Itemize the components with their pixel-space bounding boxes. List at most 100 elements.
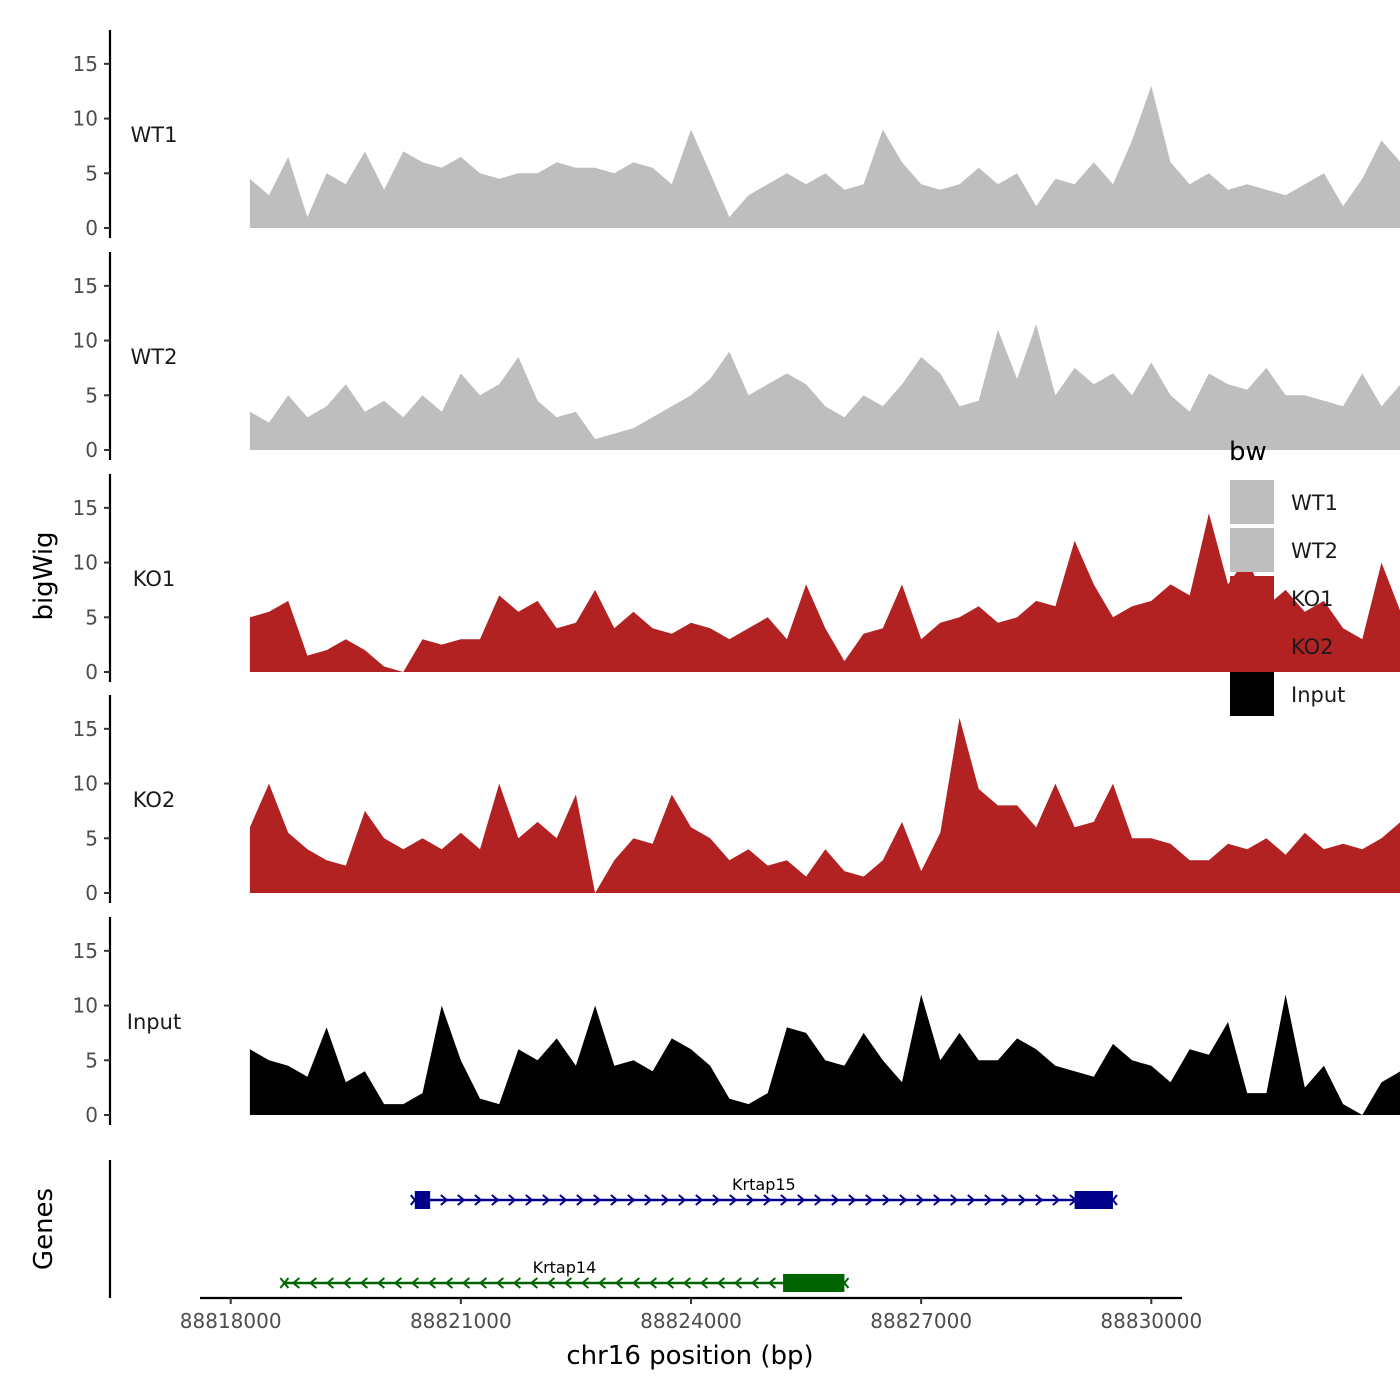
y-tick-label: 15 — [73, 52, 98, 76]
gene-label-krtap14: Krtap14 — [533, 1258, 597, 1277]
strand-arrow — [546, 1277, 556, 1289]
strand-arrow — [610, 1194, 619, 1206]
strand-arrow — [750, 1277, 760, 1289]
x-tick-label: 88827000 — [870, 1309, 972, 1333]
strand-arrow — [342, 1277, 352, 1289]
strand-arrow — [831, 1194, 840, 1206]
y-tick-label: 5 — [85, 605, 98, 629]
y-axis-title: bigWig — [29, 531, 59, 620]
strand-arrow — [1001, 1194, 1010, 1206]
strand-arrow — [933, 1194, 942, 1206]
legend-label-wt2: WT2 — [1291, 539, 1338, 563]
signal-area-wt2 — [249, 324, 1400, 450]
signal-area-ko1 — [249, 513, 1400, 672]
x-tick-label: 88824000 — [640, 1309, 742, 1333]
y-tick-label: 5 — [85, 161, 98, 185]
strand-arrow — [661, 1194, 670, 1206]
strand-arrow — [478, 1277, 488, 1289]
strand-arrow — [882, 1194, 891, 1206]
x-axis-title: chr16 position (bp) — [566, 1341, 813, 1371]
signal-area-input — [249, 994, 1400, 1115]
y-tick-label: 15 — [73, 274, 98, 298]
strand-arrow — [1052, 1194, 1061, 1206]
strand-arrow — [627, 1194, 636, 1206]
y-tick-label: 5 — [85, 826, 98, 850]
gene-exon — [1074, 1191, 1113, 1209]
legend-label-ko1: KO1 — [1291, 587, 1334, 611]
track-label-wt1: WT1 — [131, 123, 178, 147]
strand-arrow — [393, 1277, 403, 1289]
legend-label-ko2: KO2 — [1291, 635, 1334, 659]
strand-arrow — [797, 1194, 806, 1206]
y-tick-label: 0 — [85, 1103, 98, 1127]
strand-arrow — [678, 1194, 687, 1206]
x-tick-label: 88821000 — [410, 1309, 512, 1333]
strand-arrow — [593, 1194, 602, 1206]
strand-arrow — [763, 1194, 772, 1206]
strand-arrow — [474, 1194, 483, 1206]
strand-arrow — [495, 1277, 505, 1289]
strand-arrow — [359, 1277, 369, 1289]
strand-arrow — [559, 1194, 568, 1206]
y-tick-label: 10 — [73, 551, 98, 575]
strand-arrow — [508, 1194, 517, 1206]
strand-arrow — [916, 1194, 925, 1206]
strand-arrow — [712, 1194, 721, 1206]
strand-arrow — [525, 1194, 534, 1206]
y-tick-label: 10 — [73, 772, 98, 796]
strand-arrow — [325, 1277, 335, 1289]
strand-arrow — [899, 1194, 908, 1206]
y-tick-label: 10 — [73, 994, 98, 1018]
y-tick-label: 0 — [85, 660, 98, 684]
y-tick-label: 0 — [85, 438, 98, 462]
track-label-input: Input — [127, 1010, 181, 1034]
strand-arrow — [631, 1277, 641, 1289]
strand-arrow — [1018, 1194, 1027, 1206]
y-tick-label: 0 — [85, 881, 98, 905]
strand-arrow — [716, 1277, 726, 1289]
strand-arrow — [767, 1277, 777, 1289]
x-tick-label: 88818000 — [180, 1309, 282, 1333]
strand-arrow — [1035, 1194, 1044, 1206]
strand-arrow — [563, 1277, 573, 1289]
strand-arrow — [746, 1194, 755, 1206]
strand-arrow — [950, 1194, 959, 1206]
track-label-ko2: KO2 — [133, 788, 176, 812]
gene-krtap14 — [279, 1274, 850, 1292]
strand-arrow — [427, 1277, 437, 1289]
x-tick-label: 88830000 — [1100, 1309, 1202, 1333]
y-tick-label: 15 — [73, 496, 98, 520]
strand-arrow — [542, 1194, 551, 1206]
strand-arrow — [644, 1194, 653, 1206]
strand-arrow — [512, 1277, 522, 1289]
strand-arrow — [457, 1194, 466, 1206]
y-tick-label: 0 — [85, 216, 98, 240]
strand-arrow — [699, 1277, 709, 1289]
strand-arrow — [291, 1277, 301, 1289]
strand-arrow — [848, 1194, 857, 1206]
strand-arrow — [729, 1194, 738, 1206]
y-tick-label: 15 — [73, 717, 98, 741]
strand-arrow — [580, 1277, 590, 1289]
strand-arrow — [780, 1194, 789, 1206]
strand-arrow — [682, 1277, 692, 1289]
legend-label-input: Input — [1291, 683, 1345, 707]
strand-arrow — [576, 1194, 585, 1206]
gene-end-marker — [279, 1277, 290, 1289]
y-tick-label: 10 — [73, 329, 98, 353]
strand-arrow — [614, 1277, 624, 1289]
strand-arrow — [648, 1277, 658, 1289]
strand-arrow — [529, 1277, 539, 1289]
signal-area-wt1 — [249, 85, 1400, 228]
gene-exon — [414, 1191, 431, 1209]
strand-arrow — [695, 1194, 704, 1206]
genes-panel-title: Genes — [29, 1188, 59, 1270]
legend-label-wt1: WT1 — [1291, 491, 1338, 515]
strand-arrow — [865, 1194, 874, 1206]
legend-title: bw — [1229, 437, 1267, 467]
gene-exon — [783, 1274, 845, 1292]
gene-krtap15 — [410, 1191, 1118, 1209]
y-tick-label: 5 — [85, 1048, 98, 1072]
gene-label-krtap15: Krtap15 — [732, 1175, 796, 1194]
